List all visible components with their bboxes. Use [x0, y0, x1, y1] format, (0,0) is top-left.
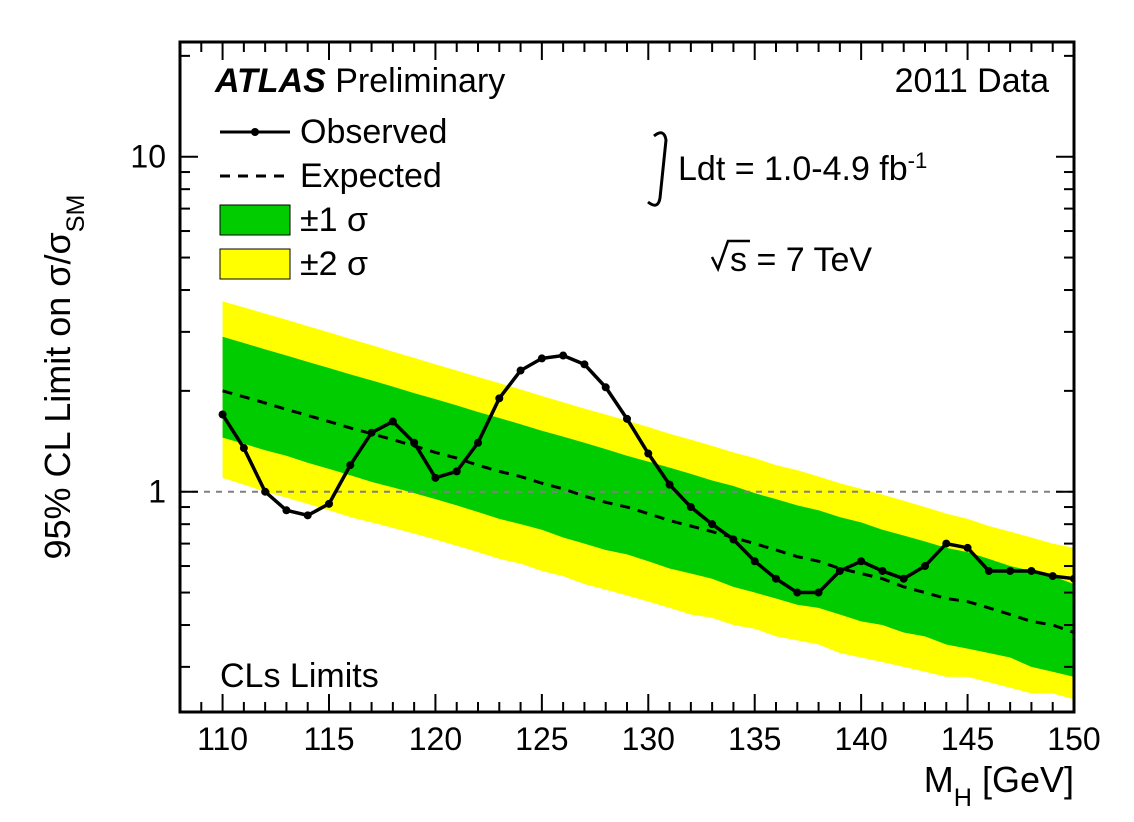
- observed-marker: [474, 439, 482, 447]
- x-tick-label: 130: [622, 721, 675, 757]
- observed-marker: [985, 567, 993, 575]
- observed-marker: [921, 562, 929, 570]
- observed-marker: [580, 360, 588, 368]
- x-tick-label: 115: [303, 721, 354, 757]
- observed-marker: [942, 540, 950, 548]
- atlas-label: ATLAS Preliminary: [214, 62, 505, 100]
- observed-marker: [538, 354, 546, 362]
- x-tick-label: 120: [409, 721, 462, 757]
- observed-marker: [751, 557, 759, 565]
- legend-1sigma-label: ±1 σ: [300, 201, 368, 239]
- x-tick-label: 150: [1047, 721, 1100, 757]
- x-tick-label: 125: [515, 721, 568, 757]
- observed-marker: [1006, 567, 1014, 575]
- chart-svg: 110115120125130135140145150MH [GeV]11095…: [0, 0, 1134, 822]
- observed-marker: [602, 383, 610, 391]
- observed-marker: [644, 450, 652, 458]
- observed-marker: [517, 367, 525, 375]
- x-tick-label: 145: [941, 721, 994, 757]
- legend-2sigma-label: ±2 σ: [300, 245, 368, 283]
- observed-marker: [282, 506, 290, 514]
- observed-marker: [410, 439, 418, 447]
- observed-marker: [325, 500, 333, 508]
- observed-marker: [623, 415, 631, 423]
- observed-marker: [1027, 567, 1035, 575]
- observed-marker: [431, 474, 439, 482]
- y-tick-label: 1: [148, 474, 166, 510]
- legend-2sigma-swatch: [220, 249, 290, 279]
- y-tick-label: 10: [130, 139, 166, 175]
- observed-marker: [964, 544, 972, 552]
- observed-marker: [815, 589, 823, 597]
- observed-marker: [857, 557, 865, 565]
- observed-marker: [708, 520, 716, 528]
- observed-marker: [559, 352, 567, 360]
- observed-marker: [304, 511, 312, 519]
- observed-marker: [666, 481, 674, 489]
- legend-observed-label: Observed: [300, 113, 447, 151]
- cls-label: CLs Limits: [220, 657, 379, 695]
- observed-marker: [900, 575, 908, 583]
- observed-marker: [453, 467, 461, 475]
- data-year-label: 2011 Data: [895, 62, 1049, 100]
- legend-1sigma-swatch: [220, 205, 290, 235]
- x-tick-label: 110: [197, 721, 248, 757]
- exclusion-limit-chart: 110115120125130135140145150MH [GeV]11095…: [0, 0, 1134, 822]
- observed-marker: [346, 461, 354, 469]
- observed-marker: [729, 536, 737, 544]
- luminosity-label: Ldt = 1.0-4.9 fb-1: [678, 148, 927, 189]
- observed-marker: [219, 411, 227, 419]
- observed-marker: [772, 575, 780, 583]
- observed-marker: [878, 567, 886, 575]
- observed-marker: [495, 394, 503, 402]
- observed-marker: [793, 589, 801, 597]
- observed-marker: [261, 488, 269, 496]
- x-tick-label: 140: [834, 721, 887, 757]
- observed-marker: [1049, 572, 1057, 580]
- observed-marker: [240, 444, 248, 452]
- observed-marker: [368, 429, 376, 437]
- observed-marker: [389, 418, 397, 426]
- legend-expected-label: Expected: [300, 157, 442, 195]
- sqrt-s-label: s = 7 TeV: [730, 241, 872, 279]
- observed-marker: [836, 567, 844, 575]
- observed-marker: [687, 503, 695, 511]
- x-tick-label: 135: [728, 721, 781, 757]
